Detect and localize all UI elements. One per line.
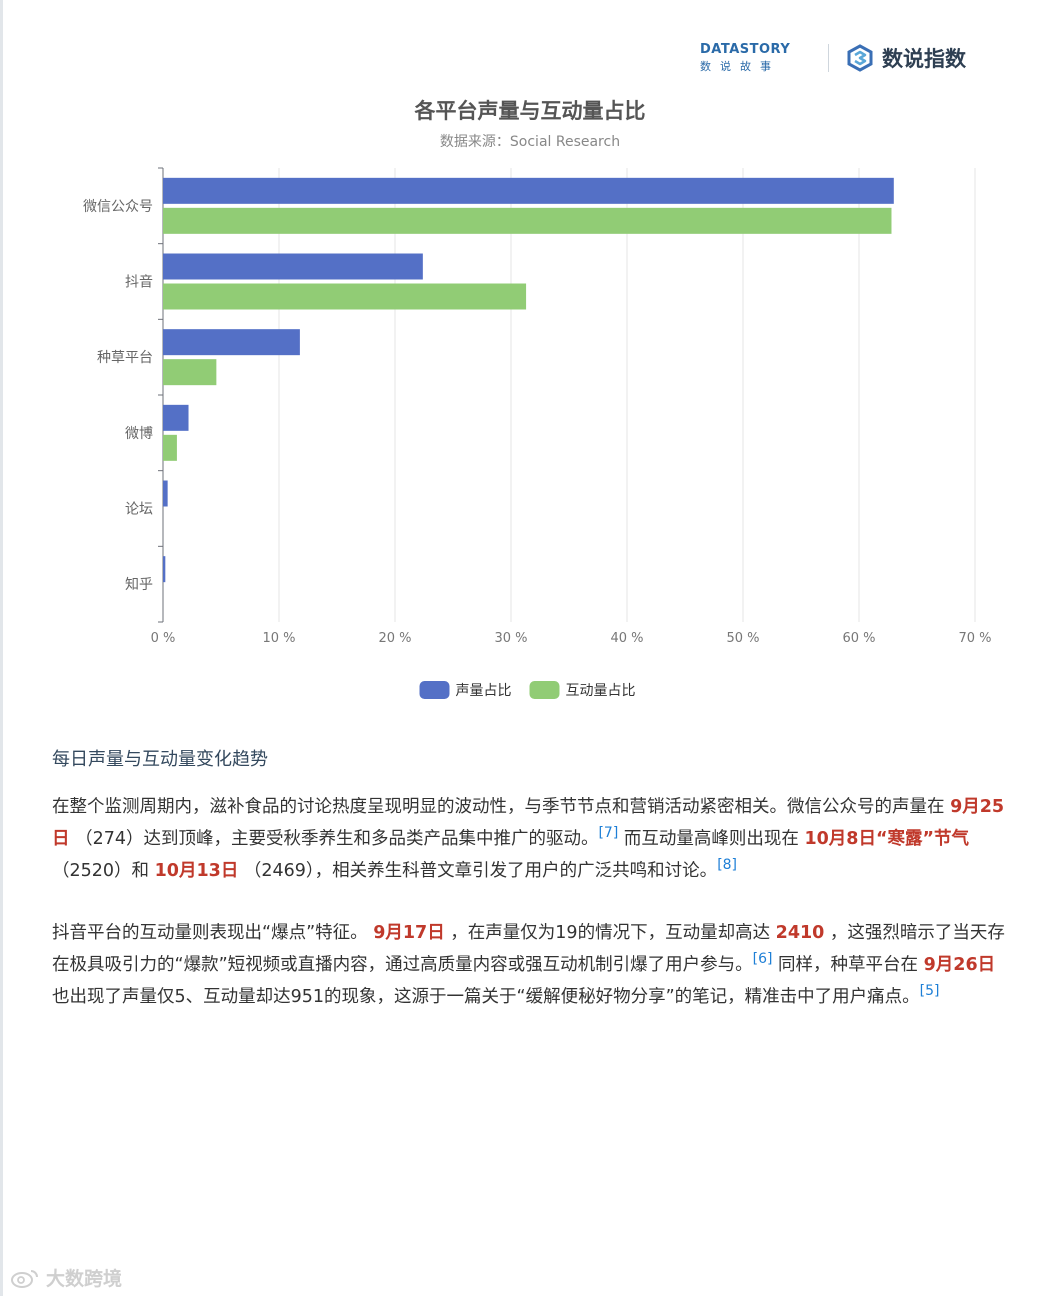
p1-text-3: 而互动量高峰则出现在 bbox=[618, 829, 805, 849]
legend-swatch bbox=[529, 681, 560, 699]
y-category-label: 抖音 bbox=[125, 274, 153, 291]
p2-highlight-date-2: 9月26日 bbox=[923, 955, 996, 975]
legend-label: 声量占比 bbox=[456, 683, 512, 699]
p2-text-4: 同样，种草平台在 bbox=[772, 955, 924, 975]
x-tick-label: 10 % bbox=[262, 631, 295, 646]
section-title: 每日声量与互动量变化趋势 bbox=[52, 749, 268, 770]
chart-title: 各平台声量与互动量占比 bbox=[414, 99, 646, 123]
weibo-icon bbox=[11, 1269, 38, 1288]
legend-label: 互动量占比 bbox=[566, 683, 636, 699]
y-category-label: 微信公众号 bbox=[83, 199, 153, 215]
bar-volume bbox=[163, 177, 894, 204]
p1-text-2: （274）达到顶峰，主要受秋季养生和多品类产品集中推广的驱动。 bbox=[69, 829, 599, 849]
legend-swatch bbox=[419, 681, 450, 699]
bar-volume bbox=[163, 404, 189, 431]
shuoshuo-index-logo: 数说指数 bbox=[846, 42, 966, 74]
paragraph-daily-trend: 在整个监测周期内，滋补食品的讨论热度呈现明显的波动性，与季节节点和营销活动紧密相… bbox=[52, 791, 1012, 887]
p1-text-4: （2520）和 bbox=[52, 861, 155, 881]
chart-subtitle: 数据来源：Social Research bbox=[439, 134, 621, 150]
x-tick-label: 60 % bbox=[842, 631, 875, 646]
p1-text-5: （2469），相关养生科普文章引发了用户的广泛共鸣和讨论。 bbox=[238, 861, 718, 881]
x-tick-label: 20 % bbox=[378, 631, 411, 646]
p2-text-5: 也出现了声量仅5、互动量却达951的现象，这源于一篇关于“缓解便秘好物分享”的笔… bbox=[52, 987, 920, 1007]
p1-highlight-date-3: 10月13日 bbox=[154, 861, 239, 881]
y-category-label: 知乎 bbox=[125, 576, 153, 593]
p1-text-1: 在整个监测周期内，滋补食品的讨论热度呈现明显的波动性，与季节节点和营销活动紧密相… bbox=[52, 797, 951, 817]
datastory-logo-zh: 数说故事 bbox=[700, 60, 780, 73]
bar-volume bbox=[163, 480, 168, 507]
bar-interaction bbox=[163, 283, 527, 310]
p2-text-2: ，在声量仅为19的情况下，互动量却高达 bbox=[444, 923, 776, 943]
bar-interaction bbox=[163, 434, 177, 461]
watermark-text: 大数跨境 bbox=[46, 1268, 123, 1290]
platform-share-bar-chart: 0 % 10 % 20 % 30 % 40 % 50 % 60 % 70 % 微信公众号抖音种草… bbox=[83, 167, 992, 699]
p2-highlight-date-1: 9月17日 bbox=[373, 923, 445, 943]
y-category-label: 种草平台 bbox=[97, 350, 153, 366]
p2-highlight-value: 2410 bbox=[775, 923, 825, 943]
citation-link-5[interactable]: [5] bbox=[919, 983, 940, 1000]
index-logo-icon bbox=[847, 44, 873, 72]
bar-volume bbox=[163, 556, 166, 583]
index-logo-text: 数说指数 bbox=[882, 47, 966, 71]
bar-interaction bbox=[163, 359, 217, 386]
page-left-border bbox=[0, 0, 3, 1296]
x-tick-label: 50 % bbox=[726, 631, 759, 646]
x-tick-label: 30 % bbox=[494, 631, 527, 646]
watermark: 大数跨境 bbox=[10, 1264, 122, 1291]
x-tick-label: 40 % bbox=[610, 631, 643, 646]
logo-divider bbox=[828, 44, 829, 72]
paragraph-douyin-burst: 抖音平台的互动量则表现出“爆点”特征。 9月17日 ，在声量仅为19的情况下，互… bbox=[52, 917, 1012, 1013]
bar-interaction bbox=[163, 207, 892, 234]
p1-highlight-date-2: 10月8日“寒露”节气 bbox=[804, 829, 969, 849]
x-tick-label: 0 % bbox=[151, 631, 176, 646]
datastory-logo: DATASTORY 数说故事 bbox=[700, 42, 810, 74]
y-category-label: 微博 bbox=[125, 425, 153, 442]
bar-volume bbox=[163, 329, 300, 356]
p2-text-1: 抖音平台的互动量则表现出“爆点”特征。 bbox=[52, 923, 374, 943]
citation-link-8[interactable]: [8] bbox=[717, 857, 738, 874]
p2-text-3: ，这强烈暗示了当天存在极具吸引力的“爆款”短视频或直播内容，通过高质量内容或强互… bbox=[52, 923, 1005, 975]
x-tick-label: 70 % bbox=[958, 631, 991, 646]
citation-link-6[interactable]: [6] bbox=[752, 951, 773, 968]
citation-link-7[interactable]: [7] bbox=[598, 825, 619, 842]
p1-highlight-date-1: 9月25日 bbox=[52, 797, 1005, 849]
bar-volume bbox=[163, 253, 423, 280]
y-category-label: 论坛 bbox=[125, 502, 153, 518]
datastory-logo-en: DATASTORY bbox=[700, 42, 791, 57]
